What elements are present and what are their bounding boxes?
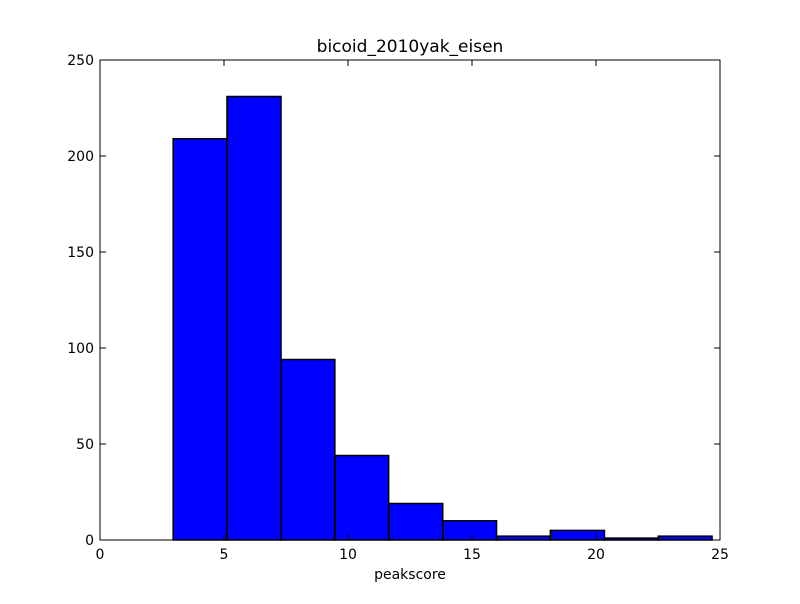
x-tick-label: 25 [711, 547, 729, 563]
histogram-bar-4 [387, 502, 444, 541]
histogram-bar-1 [226, 95, 282, 541]
bars-group [172, 95, 713, 541]
x-tick-label: 10 [339, 547, 357, 563]
y-tick-label: 0 [85, 533, 94, 549]
chart-title: bicoid_2010yak_eisen [317, 37, 504, 57]
y-tick-label: 100 [67, 341, 94, 357]
x-tick-label: 20 [587, 547, 605, 563]
plot-frame [99, 59, 721, 541]
x-tick-label: 15 [463, 547, 481, 563]
x-tick-label: 5 [220, 547, 229, 563]
histogram-bar-0 [172, 137, 228, 541]
histogram-bar-6 [495, 535, 552, 541]
histogram-bar-2 [280, 358, 336, 541]
y-tick-label: 250 [67, 53, 94, 69]
y-tick-label: 150 [67, 245, 94, 261]
histogram-bar-9 [657, 535, 713, 541]
x-axis-label: peakscore [374, 567, 446, 583]
histogram-bar-3 [334, 454, 390, 541]
x-tick-label: 0 [96, 547, 105, 563]
y-tick-label: 50 [76, 437, 94, 453]
histogram-bar-5 [441, 520, 498, 541]
y-tick-label: 200 [67, 149, 94, 165]
